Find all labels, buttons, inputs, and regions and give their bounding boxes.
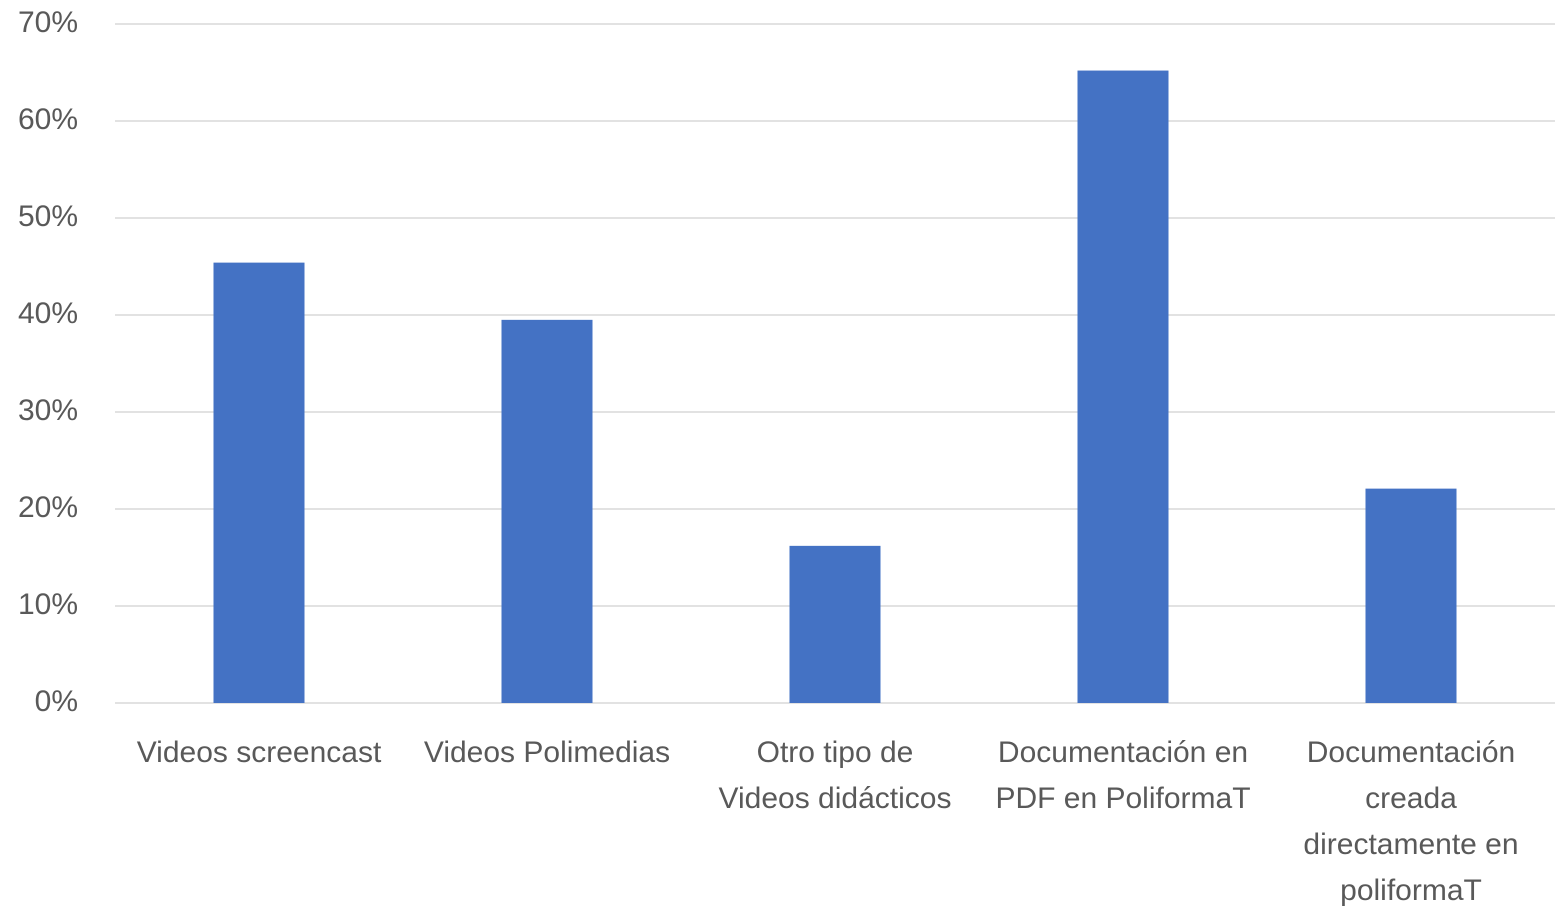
y-tick-label: 60%	[18, 103, 78, 136]
x-tick-label: Videos screencast	[136, 736, 382, 769]
y-tick-label: 70%	[18, 6, 78, 39]
y-tick-label: 10%	[18, 588, 78, 621]
bar	[1365, 488, 1457, 703]
x-tick-label: Documentación creada directamente en pol…	[1303, 736, 1519, 907]
y-tick-label: 40%	[18, 297, 78, 330]
bar	[789, 545, 881, 703]
bar	[213, 262, 305, 703]
y-tick-label: 50%	[18, 200, 78, 233]
bar	[1077, 70, 1169, 703]
x-tick-label: Otro tipo de Videos didácticos	[718, 736, 952, 815]
y-tick-label: 20%	[18, 491, 78, 524]
y-tick-label: 30%	[18, 394, 78, 427]
x-tick-label: Videos Polimedias	[423, 736, 671, 769]
bar	[501, 319, 593, 703]
y-tick-label: 0%	[35, 685, 78, 718]
x-tick-label: Documentación en PDF en PoliformaT	[995, 736, 1251, 815]
